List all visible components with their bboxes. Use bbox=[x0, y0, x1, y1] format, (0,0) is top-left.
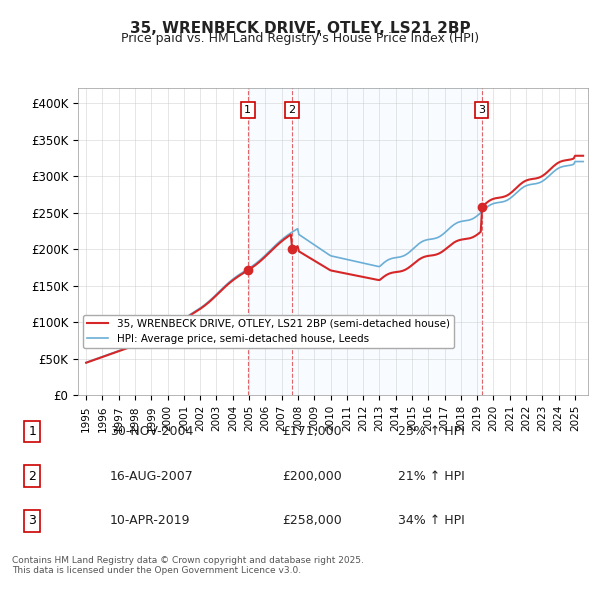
Legend: 35, WRENBECK DRIVE, OTLEY, LS21 2BP (semi-detached house), HPI: Average price, s: 35, WRENBECK DRIVE, OTLEY, LS21 2BP (sem… bbox=[83, 314, 454, 348]
Text: 35, WRENBECK DRIVE, OTLEY, LS21 2BP: 35, WRENBECK DRIVE, OTLEY, LS21 2BP bbox=[130, 21, 470, 35]
Text: 10-APR-2019: 10-APR-2019 bbox=[110, 514, 190, 527]
Text: Price paid vs. HM Land Registry's House Price Index (HPI): Price paid vs. HM Land Registry's House … bbox=[121, 32, 479, 45]
Text: 2: 2 bbox=[288, 105, 295, 115]
Text: 16-AUG-2007: 16-AUG-2007 bbox=[110, 470, 194, 483]
Text: £171,000: £171,000 bbox=[283, 425, 343, 438]
Text: £200,000: £200,000 bbox=[283, 470, 343, 483]
Text: 1: 1 bbox=[244, 105, 251, 115]
Text: £258,000: £258,000 bbox=[283, 514, 343, 527]
Text: 2: 2 bbox=[28, 470, 36, 483]
Text: 21% ↑ HPI: 21% ↑ HPI bbox=[398, 470, 464, 483]
Bar bbox=[248, 88, 482, 395]
Text: 23% ↑ HPI: 23% ↑ HPI bbox=[398, 425, 464, 438]
Text: 30-NOV-2004: 30-NOV-2004 bbox=[110, 425, 193, 438]
Text: 1: 1 bbox=[28, 425, 36, 438]
Text: 3: 3 bbox=[478, 105, 485, 115]
Text: Contains HM Land Registry data © Crown copyright and database right 2025.
This d: Contains HM Land Registry data © Crown c… bbox=[12, 556, 364, 575]
Text: 3: 3 bbox=[28, 514, 36, 527]
Text: 34% ↑ HPI: 34% ↑ HPI bbox=[398, 514, 464, 527]
